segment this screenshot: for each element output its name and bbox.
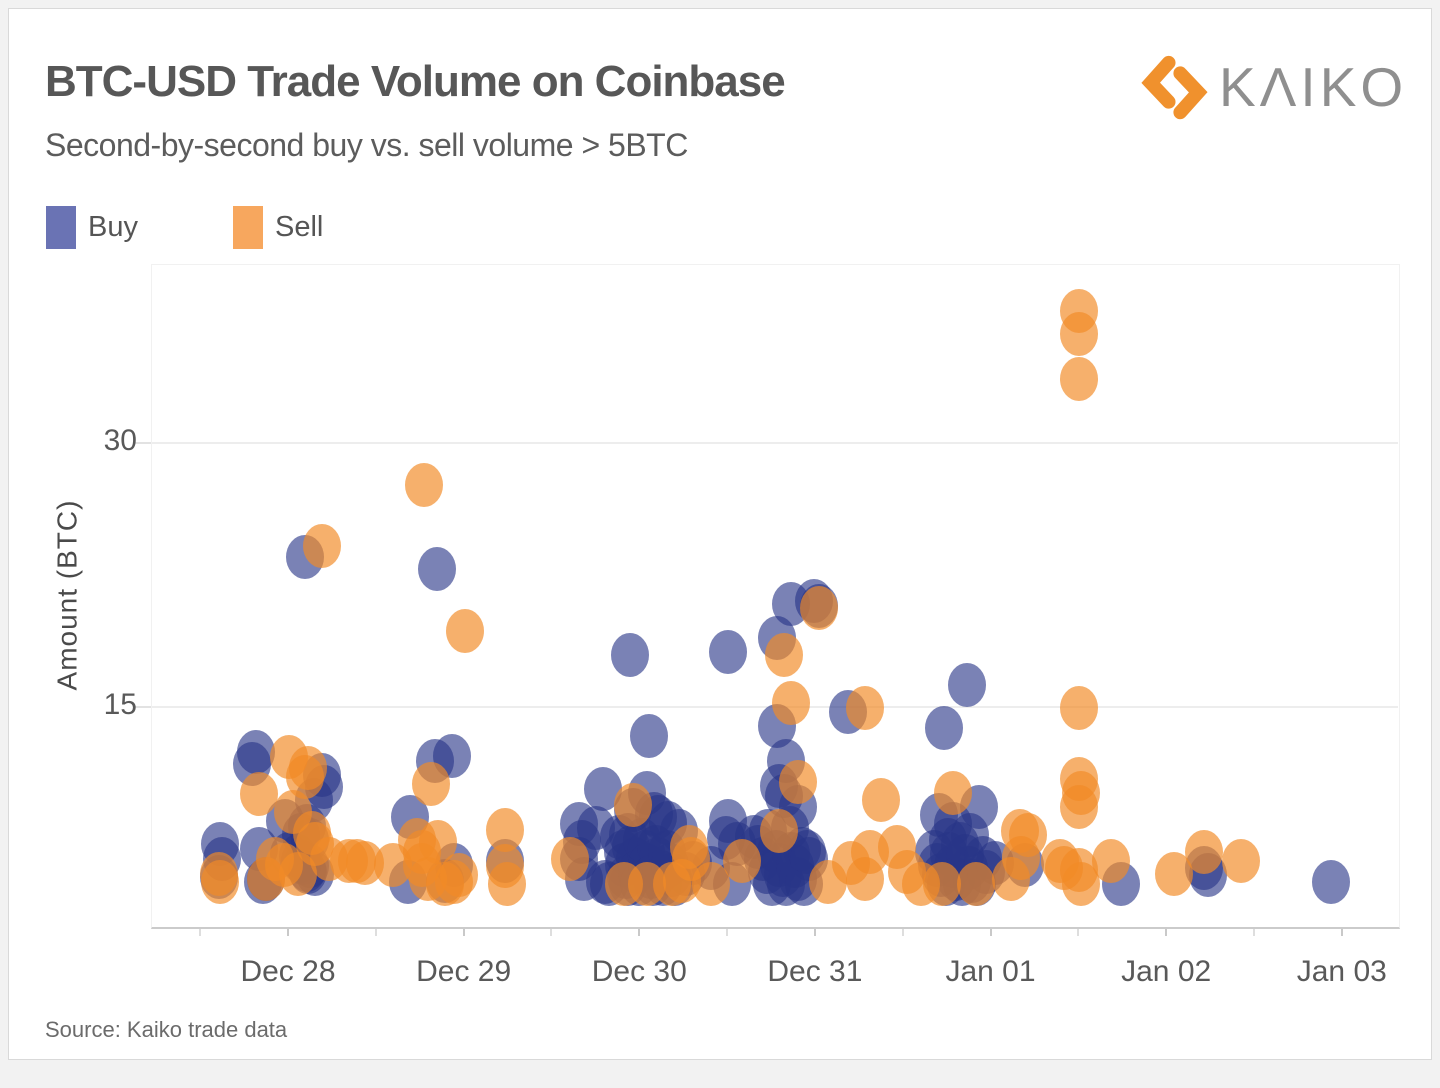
legend-sell-label: Sell	[274, 211, 324, 243]
data-point-sell	[760, 809, 798, 854]
data-point-sell	[1060, 357, 1099, 402]
x-tick-mark	[638, 927, 641, 936]
data-point-buy	[236, 730, 275, 775]
source-note: Source: Kaiko trade data	[45, 1017, 288, 1042]
x-tick-label: Dec 29	[416, 955, 512, 988]
legend: Buy Sell	[46, 206, 323, 249]
data-point-buy	[709, 629, 748, 674]
data-point-sell	[861, 777, 900, 822]
kaiko-logo: KΛIKO	[1137, 49, 1407, 125]
data-point-sell	[1221, 839, 1260, 884]
x-tick-mark	[813, 927, 816, 936]
data-point-buy	[925, 705, 964, 750]
data-point-sell	[289, 746, 328, 790]
data-point-sell	[487, 862, 526, 907]
x-tick-label: Jan 03	[1296, 955, 1387, 988]
data-point-sell	[1060, 686, 1099, 731]
y-tick-mark	[135, 442, 151, 445]
data-point-buy	[630, 714, 669, 759]
data-point-sell	[405, 462, 444, 507]
x-tick-label: Dec 31	[767, 955, 863, 988]
x-tick-mark	[1340, 927, 1343, 936]
x-tick-mark	[462, 927, 465, 936]
data-point-sell	[551, 837, 589, 882]
kaiko-logo-icon	[1137, 49, 1213, 125]
x-minor-tick-mark	[901, 927, 904, 936]
y-axis-title: Amount (BTC)	[51, 499, 82, 691]
gridline	[151, 442, 1398, 445]
legend-buy-swatch	[46, 206, 76, 249]
data-point-sell	[1060, 311, 1099, 356]
data-point-buy	[417, 547, 456, 592]
data-point-sell	[691, 862, 730, 907]
x-tick-mark	[1165, 927, 1168, 936]
page-title: BTC-USD Trade Volume on Coinbase	[45, 57, 786, 106]
x-tick-mark	[286, 927, 289, 936]
plot-area	[151, 264, 1400, 929]
x-tick-label: Dec 28	[240, 955, 336, 988]
kaiko-logo-text: KΛIKO	[1219, 56, 1408, 118]
x-minor-tick-mark	[374, 927, 377, 936]
x-minor-tick-mark	[199, 927, 202, 936]
data-point-sell	[846, 686, 885, 731]
chart-subtitle: Second-by-second buy vs. sell volume > 5…	[45, 127, 688, 163]
data-point-sell	[614, 782, 653, 827]
data-point-sell	[1185, 830, 1224, 875]
x-minor-tick-mark	[1077, 927, 1080, 936]
data-point-buy	[947, 663, 986, 708]
data-point-sell	[1009, 812, 1048, 857]
data-point-sell	[933, 770, 972, 815]
chart-card: BTC-USD Trade Volume on Coinbase Second-…	[8, 8, 1432, 1060]
data-point-sell	[412, 761, 451, 806]
data-point-buy	[610, 633, 649, 678]
data-point-sell	[956, 862, 995, 907]
x-minor-tick-mark	[550, 927, 553, 936]
data-point-sell	[1091, 839, 1130, 884]
x-tick-mark	[989, 927, 992, 936]
y-tick-label: 30	[103, 424, 137, 458]
data-point-sell	[1060, 784, 1099, 829]
y-tick-mark	[135, 706, 151, 709]
data-point-sell	[765, 633, 804, 678]
x-minor-tick-mark	[726, 927, 729, 936]
x-tick-label: Jan 01	[945, 955, 1036, 988]
legend-sell-swatch	[232, 206, 263, 249]
chart: Amount (BTC) 15 30 Dec 28 Dec 29 Dec 30 Dec 3…	[9, 9, 1431, 1059]
data-point-sell	[779, 760, 818, 805]
data-point-sell	[240, 772, 279, 817]
data-point-buy	[1311, 860, 1350, 905]
legend-buy-label: Buy	[88, 211, 138, 243]
data-point-sell	[800, 585, 839, 630]
x-tick-label: Dec 30	[591, 955, 687, 988]
data-point-sell	[923, 862, 962, 907]
y-axis-title-wrap: Amount (BTC)	[49, 264, 85, 926]
data-point-sell	[723, 839, 762, 884]
x-minor-tick-mark	[1252, 927, 1255, 936]
data-point-sell	[440, 853, 479, 898]
data-point-sell	[772, 680, 811, 725]
data-point-sell	[445, 608, 484, 653]
data-point-sell	[486, 807, 525, 852]
y-tick-label: 15	[103, 688, 137, 722]
data-point-sell	[303, 524, 342, 569]
x-tick-label: Jan 02	[1121, 955, 1212, 988]
data-point-sell	[201, 860, 240, 905]
